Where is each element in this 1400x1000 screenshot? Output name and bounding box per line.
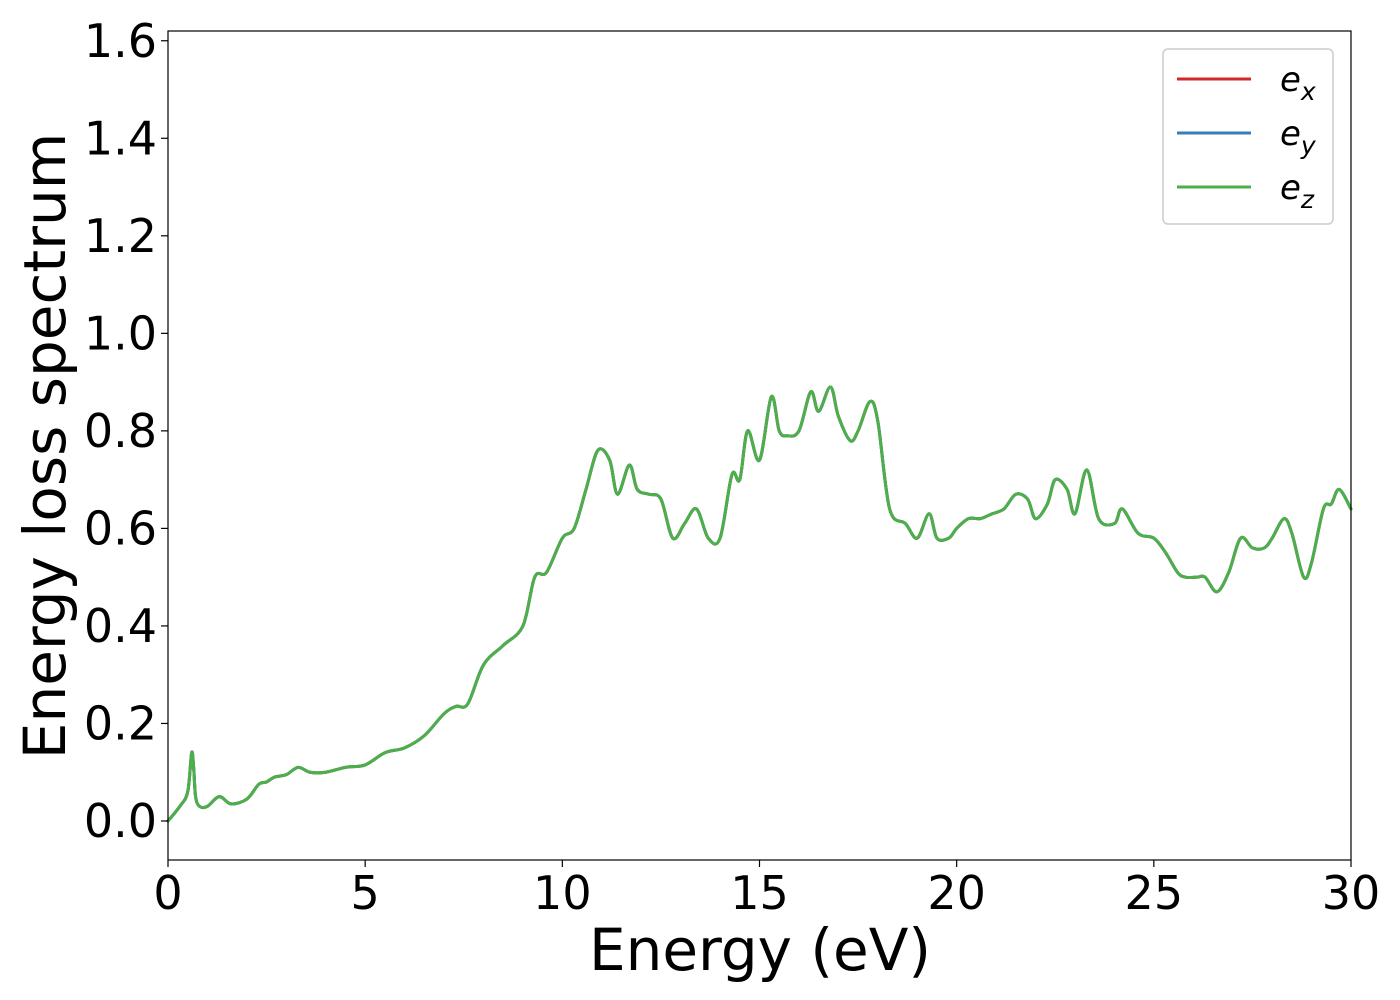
- x-tick-label: 15: [730, 866, 789, 920]
- y-axis-label: Energy loss spectrum: [11, 133, 79, 759]
- y-tick-label: 0.6: [84, 501, 157, 555]
- x-axis-ticks: 0 5 10 15 20 25 30: [153, 860, 1380, 920]
- legend: ex ey ez: [1162, 48, 1334, 225]
- x-tick-label: 30: [1322, 866, 1381, 920]
- y-tick-label: 0.2: [84, 696, 157, 750]
- series-layer: [166, 385, 1353, 823]
- legend-entries: ex ey ez: [1177, 60, 1317, 214]
- legend-label-e-z: ez: [1280, 168, 1315, 214]
- legend-label-e-y: ey: [1280, 114, 1317, 160]
- y-tick-label: 0.4: [84, 599, 157, 653]
- y-tick-label: 1.0: [84, 306, 157, 360]
- x-tick-label: 0: [153, 866, 182, 920]
- series-line-e-z: [166, 385, 1353, 823]
- y-tick-label: 1.4: [84, 111, 157, 165]
- x-tick-label: 10: [533, 866, 592, 920]
- y-tick-label: 1.2: [84, 209, 157, 263]
- y-axis-ticks: 0.0 0.2 0.4 0.6 0.8 1.0 1.2 1.4 1.6: [84, 14, 168, 848]
- legend-box: [1162, 48, 1334, 225]
- y-tick-label: 0.0: [84, 794, 157, 848]
- x-tick-label: 5: [351, 866, 380, 920]
- y-tick-label: 1.6: [84, 14, 157, 68]
- x-tick-label: 20: [927, 866, 986, 920]
- y-tick-label: 0.8: [84, 404, 157, 458]
- x-tick-label: 25: [1125, 866, 1184, 920]
- x-axis-label: Energy (eV): [589, 916, 931, 984]
- legend-label-e-x: ex: [1280, 60, 1316, 106]
